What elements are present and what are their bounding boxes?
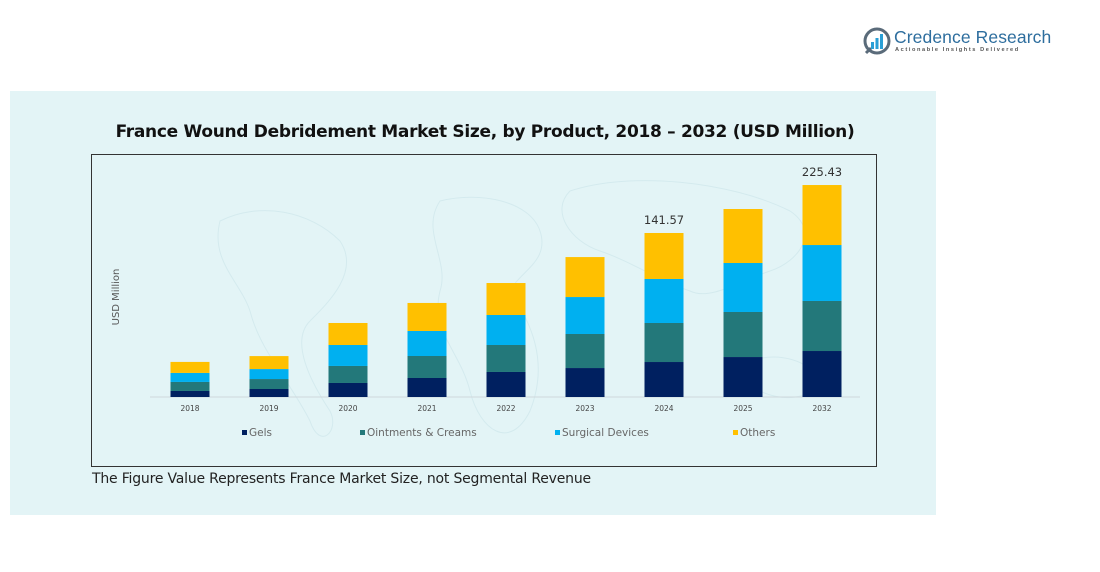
bar-segment-gels-2019 <box>249 389 289 397</box>
legend-swatch <box>733 430 738 435</box>
legend-label: Others <box>740 427 775 439</box>
bar-segment-gels-2021 <box>407 378 447 397</box>
bar-segment-surgical-devices-2025 <box>723 262 763 312</box>
legend-swatch <box>360 430 365 435</box>
bar-segment-gels-2020 <box>328 382 368 397</box>
x-tick-label: 2021 <box>417 404 436 413</box>
bar-segment-others-2019 <box>249 356 289 370</box>
bar-segment-gels-2018 <box>170 390 210 397</box>
data-label-2032: 225.43 <box>802 165 842 179</box>
bar-segment-ointments-creams-2020 <box>328 365 368 383</box>
x-tick-label: 2024 <box>654 404 673 413</box>
bar-segment-others-2032 <box>802 185 842 246</box>
bar-segment-gels-2024 <box>644 362 684 397</box>
bar-segment-surgical-devices-2024 <box>644 278 684 323</box>
bar-segment-ointments-creams-2023 <box>565 333 605 369</box>
bar-segment-others-2025 <box>723 209 763 263</box>
x-tick-label: 2025 <box>733 404 752 413</box>
bar-segment-surgical-devices-2023 <box>565 297 605 334</box>
bar-segment-others-2022 <box>486 283 526 315</box>
brand-logo: Credence Research Actionable Insights De… <box>863 27 1053 59</box>
legend-item-surgical-devices: Surgical Devices <box>555 427 649 439</box>
x-tick-label: 2018 <box>180 404 199 413</box>
brand-tagline: Actionable Insights Delivered <box>895 47 1020 53</box>
legend-item-gels: Gels <box>242 427 272 439</box>
legend-label: Ointments & Creams <box>367 427 477 439</box>
bar-segment-ointments-creams-2025 <box>723 311 763 358</box>
legend-item-others: Others <box>733 427 775 439</box>
x-tick-label: 2032 <box>812 404 831 413</box>
y-axis-label: USD Million <box>111 269 122 326</box>
bar-segment-surgical-devices-2020 <box>328 344 368 366</box>
legend-swatch <box>555 430 560 435</box>
bar-segment-ointments-creams-2018 <box>170 381 210 391</box>
bar-segment-others-2021 <box>407 302 447 331</box>
bar-segment-others-2020 <box>328 322 368 345</box>
footnote: The Figure Value Represents France Marke… <box>92 471 591 487</box>
legend-item-ointments-creams: Ointments & Creams <box>360 427 477 439</box>
bar-segment-ointments-creams-2032 <box>802 300 842 352</box>
legend-label: Gels <box>249 427 272 439</box>
bar-segment-others-2024 <box>644 232 684 279</box>
bar-segment-ointments-creams-2022 <box>486 344 526 372</box>
logo-chart-icon <box>863 27 891 55</box>
bar-segment-gels-2032 <box>802 351 842 397</box>
bar-segment-others-2023 <box>565 257 605 298</box>
bar-segment-surgical-devices-2021 <box>407 330 447 356</box>
bar-segment-gels-2022 <box>486 371 526 397</box>
stacked-bar-chart: USD Million 2018 2019 2020 2021 2022 2023 2024… <box>111 165 860 439</box>
bar-segment-gels-2025 <box>723 357 763 397</box>
bar-segment-ointments-creams-2021 <box>407 355 447 379</box>
bar-segment-surgical-devices-2022 <box>486 314 526 345</box>
chart-panel <box>10 91 936 515</box>
x-tick-label: 2023 <box>575 404 594 413</box>
data-label-2024: 141.57 <box>644 213 684 227</box>
legend-label: Surgical Devices <box>562 427 649 439</box>
brand-name: Credence Research <box>894 27 1052 47</box>
bar-segment-gels-2023 <box>565 368 605 397</box>
bar-segment-others-2018 <box>170 361 210 373</box>
bar-segment-surgical-devices-2018 <box>170 372 210 382</box>
bar-segment-surgical-devices-2019 <box>249 369 289 380</box>
bar-segment-ointments-creams-2019 <box>249 379 289 390</box>
chart-title: France Wound Debridement Market Size, by… <box>115 122 855 142</box>
plot-area: USD Million 2018 2019 2020 2021 2022 2023 2024… <box>91 154 877 467</box>
bar-segment-ointments-creams-2024 <box>644 322 684 363</box>
x-tick-label: 2019 <box>259 404 278 413</box>
x-tick-label: 2020 <box>338 404 357 413</box>
x-tick-label: 2022 <box>496 404 515 413</box>
bar-segment-surgical-devices-2032 <box>802 245 842 301</box>
legend-swatch <box>242 430 247 435</box>
